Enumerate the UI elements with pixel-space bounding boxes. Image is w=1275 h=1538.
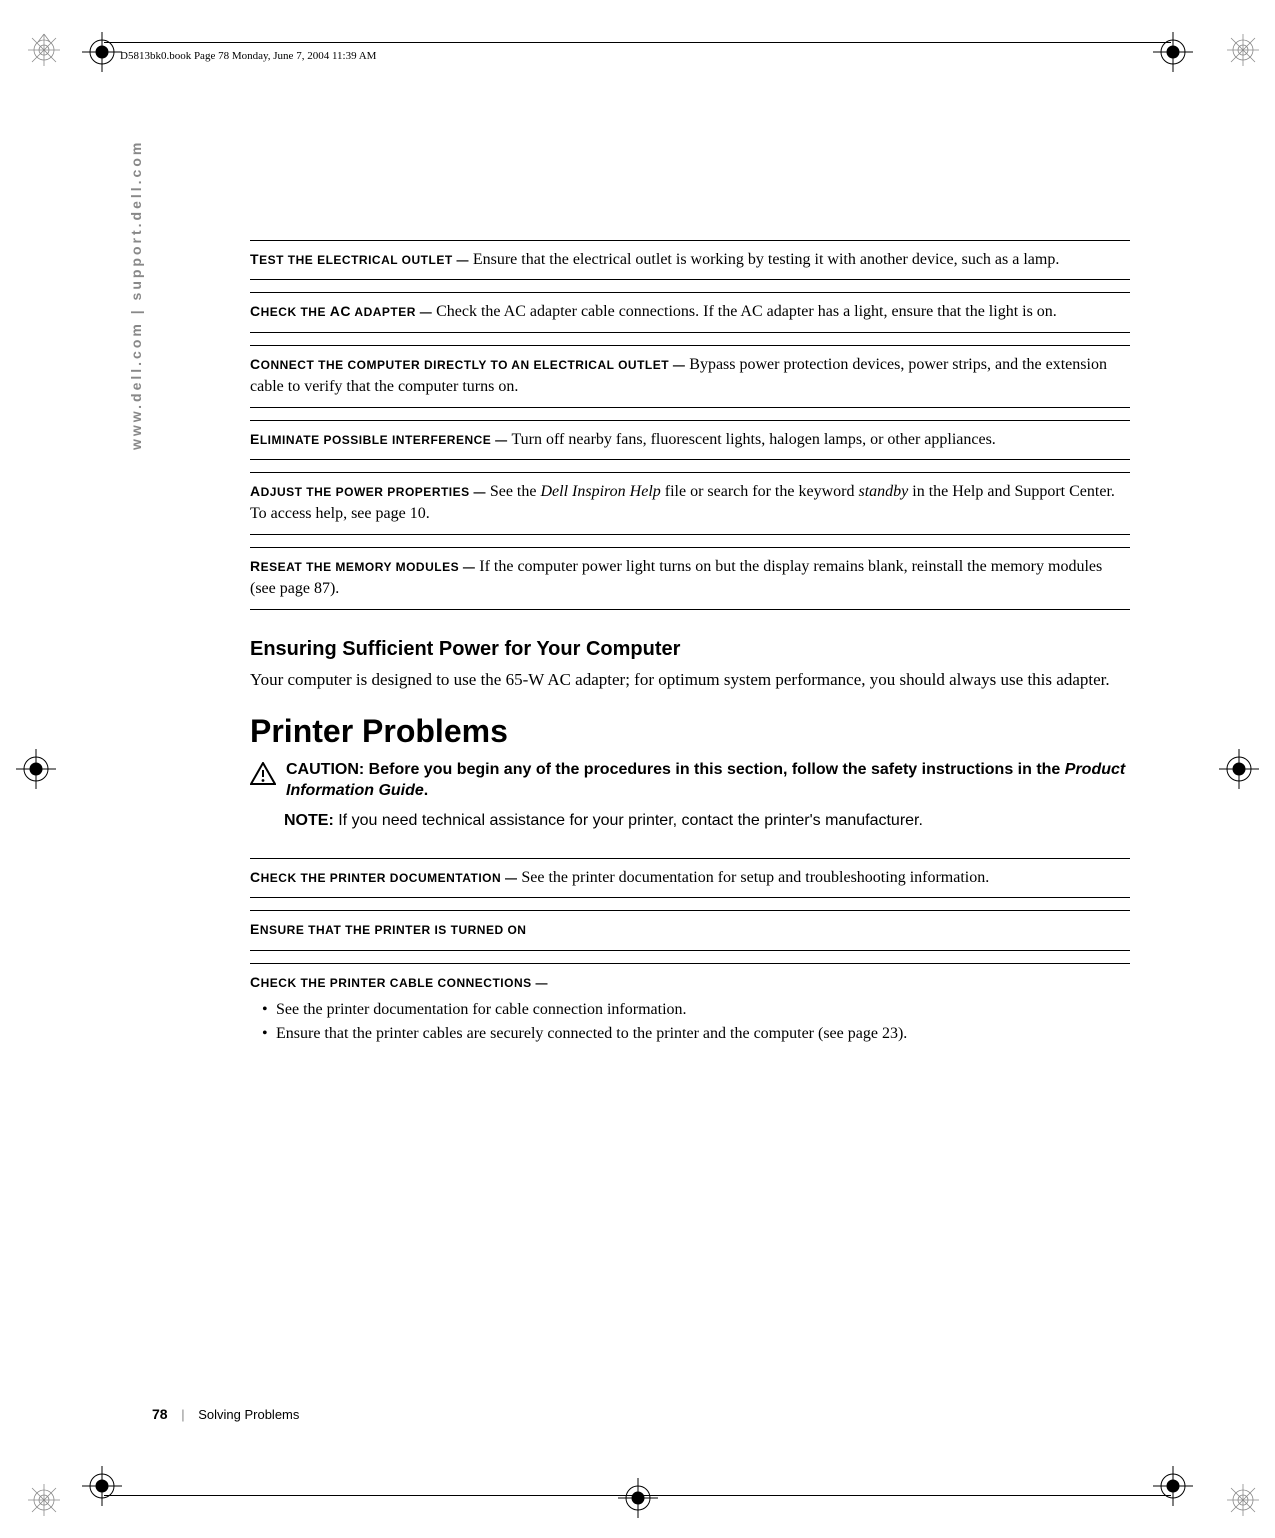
tip-box: CONNECT THE COMPUTER DIRECTLY TO AN ELEC… (250, 345, 1130, 408)
list-item: Ensure that the printer cables are secur… (262, 1022, 1130, 1046)
corner-mark-tr (1223, 30, 1251, 58)
reg-mark-top-left (82, 32, 122, 72)
tip-label: CONNECT THE COMPUTER DIRECTLY TO AN ELEC… (250, 358, 689, 372)
corner-mark-bl (24, 1480, 52, 1508)
footer-rule (104, 1495, 1171, 1496)
tip-box: RESEAT THE MEMORY MODULES — If the compu… (250, 547, 1130, 610)
footer-section: Solving Problems (198, 1407, 299, 1422)
tip-box: CHECK THE PRINTER CABLE CONNECTIONS — Se… (250, 963, 1130, 1054)
tip-box: ELIMINATE POSSIBLE INTERFERENCE — Turn o… (250, 420, 1130, 460)
bullet-list: See the printer documentation for cable … (262, 998, 1130, 1046)
main-content: TEST THE ELECTRICAL OUTLET — Ensure that… (250, 240, 1130, 1066)
reg-mark-bottom-right (1153, 1466, 1193, 1506)
tip-text: Check the AC adapter cable connections. … (436, 303, 1057, 320)
tip-text: Ensure that the electrical outlet is wor… (473, 251, 1060, 268)
note-text: If you need technical assistance for you… (338, 812, 923, 829)
reg-mark-top-right (1153, 32, 1193, 72)
tip-text: Turn off nearby fans, fluorescent lights… (511, 431, 995, 448)
caution-block: CAUTION: Before you begin any of the pro… (250, 760, 1130, 802)
reg-mark-right (1219, 749, 1259, 789)
caution-icon (250, 762, 276, 791)
list-item: See the printer documentation for cable … (262, 998, 1130, 1022)
t: file or search for the keyword (661, 483, 859, 500)
tip-box: ENSURE THAT THE PRINTER IS TURNED ON (250, 910, 1130, 950)
subheading: Ensuring Sufficient Power for Your Compu… (250, 638, 1130, 661)
corner-mark-br (1223, 1480, 1251, 1508)
t: Before you begin any of the procedures i… (369, 761, 1065, 778)
t: standby (858, 483, 908, 500)
tip-label: CHECK THE AC ADAPTER — (250, 305, 436, 319)
section-heading: Printer Problems (250, 713, 1130, 750)
caution-text: CAUTION: Before you begin any of the pro… (286, 760, 1130, 802)
tip-text: See the printer documentation for setup … (521, 869, 989, 886)
t: See the (490, 483, 541, 500)
tip-box: TEST THE ELECTRICAL OUTLET — Ensure that… (250, 240, 1130, 280)
page-number: 78 (152, 1406, 168, 1422)
reg-mark-left (16, 749, 56, 789)
tip-label: ADJUST THE POWER PROPERTIES — (250, 485, 490, 499)
note-label: NOTE: (284, 812, 334, 829)
tip-label: ELIMINATE POSSIBLE INTERFERENCE — (250, 433, 511, 447)
t: Dell Inspiron Help (540, 483, 660, 500)
t: . (424, 782, 428, 799)
header-rule (104, 42, 1171, 43)
sidebar-url: www.dell.com | support.dell.com (128, 140, 144, 450)
caution-label: CAUTION: (286, 761, 364, 778)
tip-box: CHECK THE PRINTER DOCUMENTATION — See th… (250, 858, 1130, 898)
paragraph: Your computer is designed to use the 65-… (250, 669, 1130, 692)
tip-box: ADJUST THE POWER PROPERTIES — See the De… (250, 472, 1130, 535)
tip-label: TEST THE ELECTRICAL OUTLET — (250, 253, 473, 267)
header-text: D5813bk0.book Page 78 Monday, June 7, 20… (120, 50, 376, 62)
tip-label: CHECK THE PRINTER CABLE CONNECTIONS — (250, 976, 548, 990)
reg-mark-bottom-left (82, 1466, 122, 1506)
tip-box: CHECK THE AC ADAPTER — Check the AC adap… (250, 292, 1130, 332)
corner-mark-tl (24, 30, 52, 58)
footer-separator: | (181, 1407, 184, 1422)
tip-label: CHECK THE PRINTER DOCUMENTATION — (250, 871, 521, 885)
tip-label: RESEAT THE MEMORY MODULES — (250, 560, 479, 574)
page-footer: 78 | Solving Problems (152, 1406, 299, 1422)
note-block: NOTE: If you need technical assistance f… (284, 812, 1130, 830)
tip-label: ENSURE THAT THE PRINTER IS TURNED ON (250, 923, 526, 937)
reg-mark-bottom (618, 1478, 658, 1518)
